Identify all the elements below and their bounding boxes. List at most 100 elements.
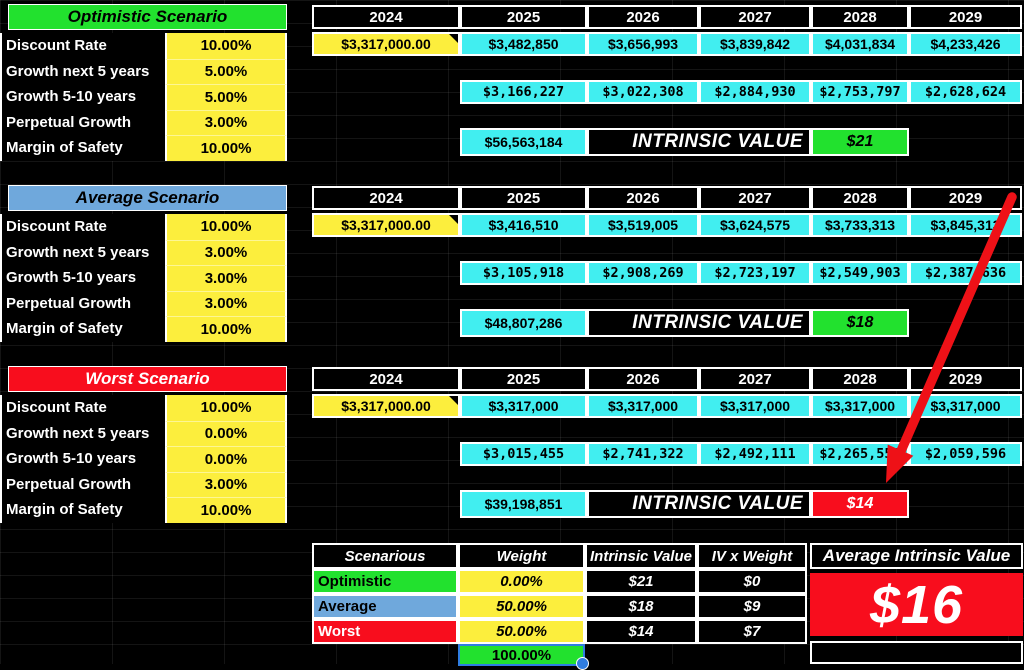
projected-cashflow-cell[interactable]: $3,482,850	[460, 32, 587, 56]
empty-cell[interactable]	[810, 641, 1023, 664]
discounted-cashflow-cell[interactable]: $2,741,322	[587, 442, 699, 466]
year-header-cell[interactable]: 2027	[699, 367, 811, 391]
param-value-cell[interactable]: 10.00%	[165, 214, 287, 240]
param-value-cell[interactable]: 3.00%	[165, 239, 287, 265]
panel-title-optimistic[interactable]: Optimistic Scenario	[8, 4, 287, 30]
param-label[interactable]: Perpetual Growth	[2, 290, 165, 316]
discounted-cashflow-cell[interactable]: $3,166,227	[460, 80, 587, 104]
discounted-cashflow-cell[interactable]: $3,015,455	[460, 442, 587, 466]
param-label[interactable]: Perpetual Growth	[2, 471, 165, 497]
summary-header-weight[interactable]: Weight	[458, 543, 585, 569]
projected-cashflow-cell[interactable]: $3,624,575	[699, 213, 811, 237]
param-label[interactable]: Growth 5-10 years	[2, 265, 165, 291]
projected-cashflow-cell[interactable]: $3,519,005	[587, 213, 699, 237]
param-value-cell[interactable]: 3.00%	[165, 471, 287, 497]
year-header-cell[interactable]: 2026	[587, 5, 699, 29]
param-label[interactable]: Discount Rate	[2, 395, 165, 421]
dcf-sum-cell[interactable]: $39,198,851	[460, 490, 587, 518]
year-header-cell[interactable]: 2028	[811, 186, 909, 210]
param-label[interactable]: Perpetual Growth	[2, 109, 165, 135]
year-header-cell[interactable]: 2025	[460, 5, 587, 29]
year-header-cell[interactable]: 2025	[460, 367, 587, 391]
base-cashflow-cell[interactable]: $3,317,000.00	[312, 213, 460, 237]
param-value-cell[interactable]: 0.00%	[165, 420, 287, 446]
iv-cell[interactable]: $14	[585, 619, 697, 644]
projected-cashflow-cell[interactable]: $3,317,000	[811, 394, 909, 418]
year-header-cell[interactable]: 2025	[460, 186, 587, 210]
param-value-cell[interactable]: 3.00%	[165, 290, 287, 316]
dcf-sum-cell[interactable]: $48,807,286	[460, 309, 587, 337]
year-header-cell[interactable]: 2026	[587, 186, 699, 210]
panel-title-worst[interactable]: Worst Scenario	[8, 366, 287, 392]
projected-cashflow-cell[interactable]: $3,317,000	[587, 394, 699, 418]
projected-cashflow-cell[interactable]: $3,317,000	[699, 394, 811, 418]
panel-title-average[interactable]: Average Scenario	[8, 185, 287, 211]
weight-cell[interactable]: 50.00%	[458, 594, 585, 619]
discounted-cashflow-cell[interactable]: $2,265,556	[811, 442, 909, 466]
param-value-cell[interactable]: 10.00%	[165, 316, 287, 342]
param-label[interactable]: Growth next 5 years	[2, 420, 165, 446]
param-label[interactable]: Growth next 5 years	[2, 58, 165, 84]
iv-cell[interactable]: $18	[585, 594, 697, 619]
year-header-cell[interactable]: 2024	[312, 186, 460, 210]
iv-cell[interactable]: $21	[585, 569, 697, 594]
discounted-cashflow-cell[interactable]: $2,549,903	[811, 261, 909, 285]
param-value-cell[interactable]: 10.00%	[165, 135, 287, 161]
scenario-name-cell[interactable]: Optimistic	[312, 569, 458, 594]
year-header-cell[interactable]: 2026	[587, 367, 699, 391]
intrinsic-value-cell[interactable]: $18	[811, 309, 909, 337]
ivw-cell[interactable]: $9	[697, 594, 807, 619]
projected-cashflow-cell[interactable]: $3,317,000	[909, 394, 1022, 418]
weight-cell[interactable]: 0.00%	[458, 569, 585, 594]
discounted-cashflow-cell[interactable]: $2,492,111	[699, 442, 811, 466]
param-label[interactable]: Discount Rate	[2, 214, 165, 240]
discounted-cashflow-cell[interactable]: $2,059,596	[909, 442, 1022, 466]
projected-cashflow-cell[interactable]: $4,031,834	[811, 32, 909, 56]
dcf-sum-cell[interactable]: $56,563,184	[460, 128, 587, 156]
year-header-cell[interactable]: 2029	[909, 367, 1022, 391]
year-header-cell[interactable]: 2024	[312, 367, 460, 391]
param-value-cell[interactable]: 5.00%	[165, 58, 287, 84]
projected-cashflow-cell[interactable]: $4,233,426	[909, 32, 1022, 56]
param-value-cell[interactable]: 0.00%	[165, 446, 287, 472]
discounted-cashflow-cell[interactable]: $2,908,269	[587, 261, 699, 285]
scenario-name-cell[interactable]: Worst	[312, 619, 458, 644]
param-label[interactable]: Growth 5-10 years	[2, 446, 165, 472]
param-label[interactable]: Growth 5-10 years	[2, 84, 165, 110]
year-header-cell[interactable]: 2028	[811, 5, 909, 29]
param-value-cell[interactable]: 10.00%	[165, 395, 287, 421]
param-value-cell[interactable]: 5.00%	[165, 84, 287, 110]
intrinsic-value-cell[interactable]: $14	[811, 490, 909, 518]
summary-header-iv-x-weight[interactable]: IV x Weight	[697, 543, 807, 569]
year-header-cell[interactable]: 2029	[909, 5, 1022, 29]
summary-header-scenarios[interactable]: Scenarious	[312, 543, 458, 569]
discounted-cashflow-cell[interactable]: $3,022,308	[587, 80, 699, 104]
projected-cashflow-cell[interactable]: $3,839,842	[699, 32, 811, 56]
year-header-cell[interactable]: 2024	[312, 5, 460, 29]
ivw-cell[interactable]: $7	[697, 619, 807, 644]
ivw-cell[interactable]: $0	[697, 569, 807, 594]
year-header-cell[interactable]: 2028	[811, 367, 909, 391]
discounted-cashflow-cell[interactable]: $2,884,930	[699, 80, 811, 104]
projected-cashflow-cell[interactable]: $3,317,000	[460, 394, 587, 418]
projected-cashflow-cell[interactable]: $3,845,313	[909, 213, 1022, 237]
param-label[interactable]: Growth next 5 years	[2, 239, 165, 265]
param-label[interactable]: Margin of Safety	[2, 497, 165, 523]
projected-cashflow-cell[interactable]: $3,416,510	[460, 213, 587, 237]
total-weight-cell[interactable]: 100.00%	[458, 644, 589, 670]
param-value-cell[interactable]: 3.00%	[165, 265, 287, 291]
param-value-cell[interactable]: 10.00%	[165, 33, 287, 59]
intrinsic-value-cell[interactable]: $21	[811, 128, 909, 156]
discounted-cashflow-cell[interactable]: $3,105,918	[460, 261, 587, 285]
discounted-cashflow-cell[interactable]: $2,753,797	[811, 80, 909, 104]
average-iv-value[interactable]: $16	[810, 573, 1023, 636]
projected-cashflow-cell[interactable]: $3,656,993	[587, 32, 699, 56]
param-value-cell[interactable]: 10.00%	[165, 497, 287, 523]
param-label[interactable]: Margin of Safety	[2, 316, 165, 342]
base-cashflow-cell[interactable]: $3,317,000.00	[312, 394, 460, 418]
scenario-name-cell[interactable]: Average	[312, 594, 458, 619]
discounted-cashflow-cell[interactable]: $2,387,636	[909, 261, 1022, 285]
projected-cashflow-cell[interactable]: $3,733,313	[811, 213, 909, 237]
year-header-cell[interactable]: 2027	[699, 186, 811, 210]
weight-cell[interactable]: 50.00%	[458, 619, 585, 644]
